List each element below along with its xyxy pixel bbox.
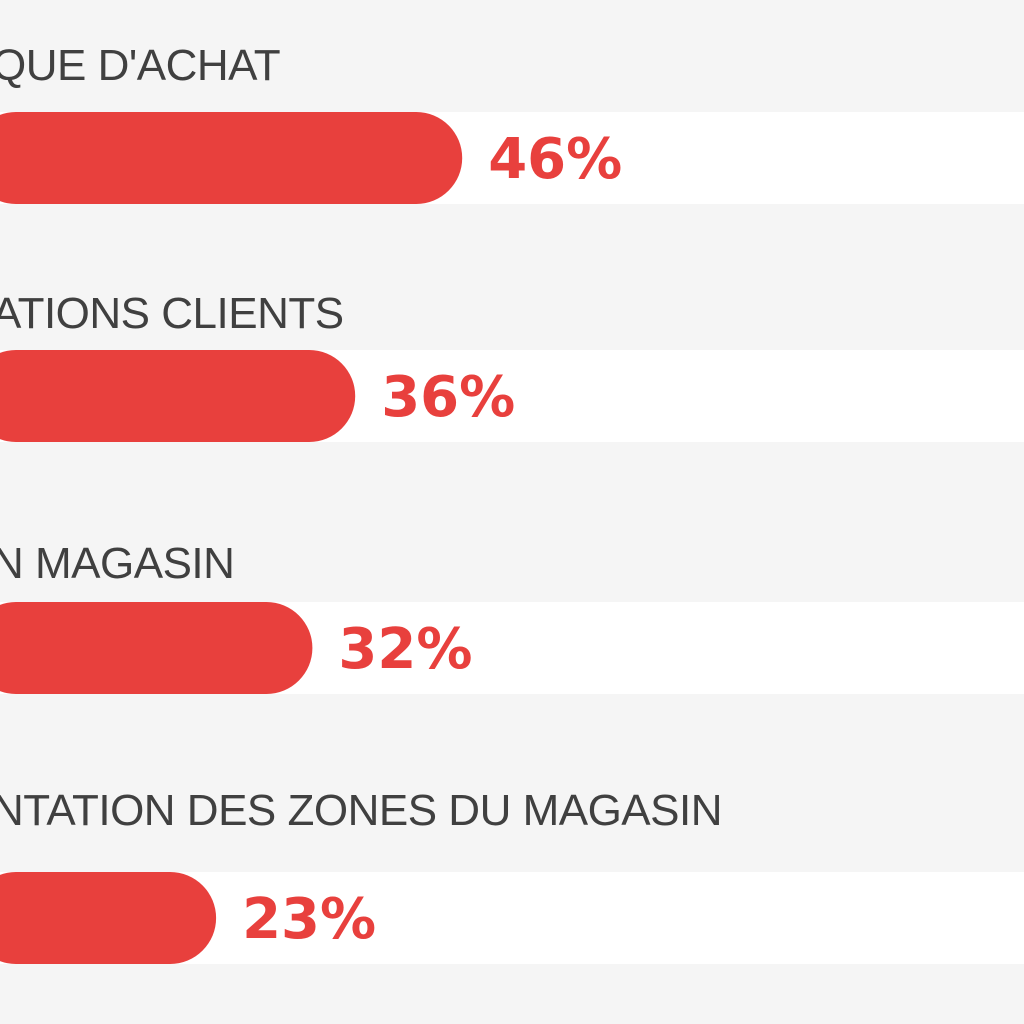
value-label: 23% <box>242 887 376 952</box>
value-label: 46% <box>488 127 622 192</box>
category-label: NTATION DES ZONES DU MAGASIN <box>0 786 722 835</box>
bar <box>0 350 356 442</box>
category-label: QUE D'ACHAT <box>0 41 280 90</box>
bar <box>0 602 313 694</box>
value-label: 32% <box>338 617 472 682</box>
category-label: ATIONS CLIENTS <box>0 289 344 338</box>
category-label: N MAGASIN <box>0 539 234 588</box>
value-label: 36% <box>381 365 515 430</box>
bar <box>0 872 217 964</box>
bar-rows: QUE D'ACHAT 46% ATIONS CLIENTS 36% N MAGASIN… <box>0 41 1024 964</box>
bar <box>0 112 463 204</box>
